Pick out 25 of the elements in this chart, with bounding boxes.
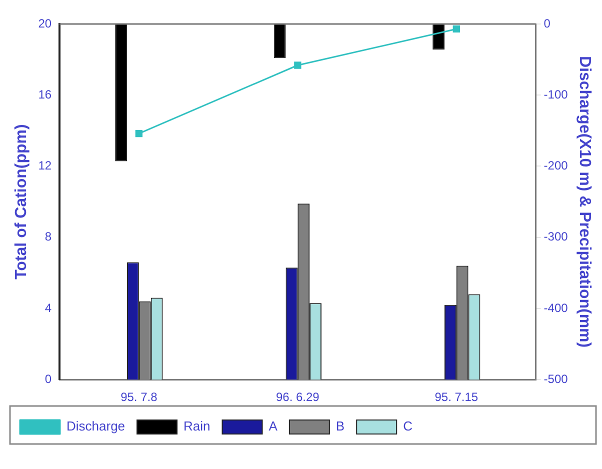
y2-tick-label: -200: [544, 158, 568, 173]
legend-label: A: [268, 418, 278, 434]
x-tick-label: 95. 7.15: [434, 390, 478, 404]
y2-tick-label: -300: [544, 230, 568, 244]
y2-tick-label: -400: [544, 300, 568, 315]
legend-label: Rain: [184, 418, 210, 434]
point: [135, 130, 142, 138]
legend-label: C: [403, 418, 412, 434]
point: [294, 62, 302, 69]
y-tick-label: 8: [44, 230, 52, 244]
y2-axis-title: Discharge(X10 m) & Precipitation(mm): [576, 56, 593, 348]
point: [452, 25, 460, 33]
y2-tick-label: -100: [544, 87, 568, 102]
y-tick-label: 16: [38, 87, 52, 102]
x-tick-label: 95. 7.8: [120, 390, 158, 404]
legend-label: Discharge: [66, 418, 126, 434]
y-tick-label: 20: [38, 16, 52, 30]
y-tick-label: 0: [44, 372, 52, 386]
y2-tick-label: -500: [544, 372, 568, 386]
y-tick-label: 12: [38, 158, 52, 173]
legend-label: B: [336, 418, 345, 434]
y-axis-title: Total of Cation(ppm): [13, 124, 30, 280]
y-tick-label: 4: [44, 300, 52, 315]
x-tick-label: 96. 6.29: [276, 390, 320, 404]
y2-tick-label: 0: [544, 16, 551, 30]
